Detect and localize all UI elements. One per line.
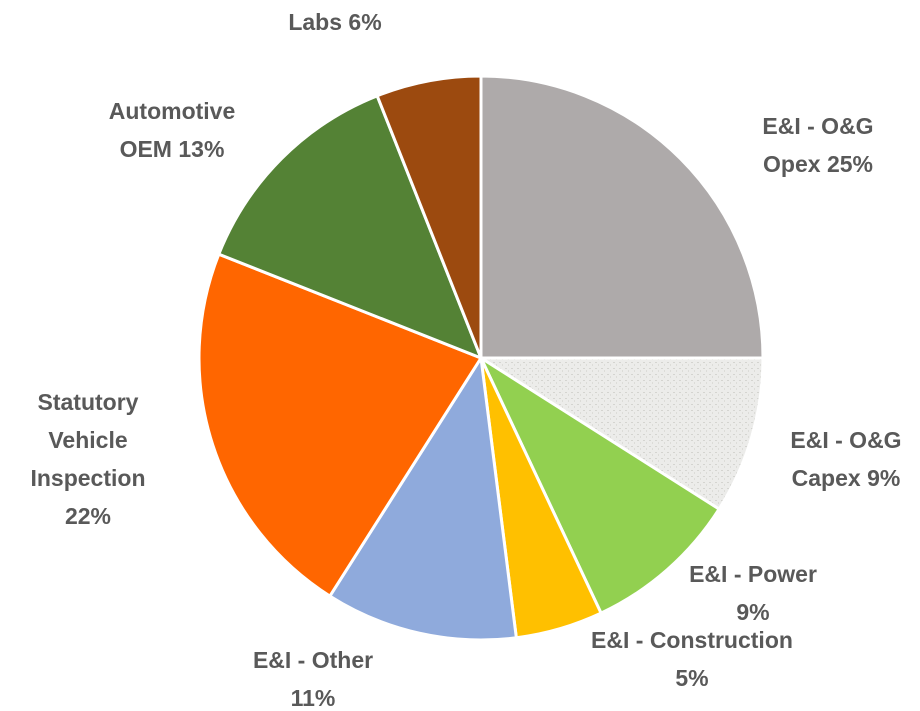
data-label: Labs 6%: [185, 3, 485, 41]
data-label: Automotive OEM 13%: [87, 92, 257, 168]
data-label: E&I - Power 9%: [653, 555, 853, 631]
value-label: 13%: [178, 136, 225, 162]
category-label: E&I - Other: [252, 647, 374, 673]
data-label: E&I - Other 11%: [213, 641, 413, 711]
pie-slice: [475, 356, 765, 512]
pie-slice: [479, 74, 765, 360]
pie-slice: [477, 353, 722, 616]
category-label: E&I - O&G Capex: [790, 427, 902, 491]
category-label: E&I - Power: [689, 561, 817, 587]
category-label: Automotive OEM: [108, 98, 236, 162]
category-label: Statutory Vehicle Inspection: [30, 389, 146, 491]
value-label: 25%: [826, 151, 873, 177]
data-label: E&I - O&G Capex 9%: [776, 421, 916, 497]
value-label: 11%: [290, 685, 336, 711]
category-label: Labs: [288, 9, 343, 35]
value-label: 9%: [867, 465, 901, 491]
data-label: E&I - Construction 5%: [562, 621, 822, 697]
category-label: E&I - O&G Opex: [762, 113, 874, 177]
category-label: E&I - Construction: [591, 627, 793, 653]
pie-slice: [197, 252, 484, 599]
data-label: E&I - O&G Opex 25%: [748, 107, 888, 183]
value-label: 6%: [348, 9, 382, 35]
data-label: Statutory Vehicle Inspection 22%: [18, 383, 158, 535]
value-label: 9%: [736, 599, 770, 625]
value-label: 5%: [675, 665, 709, 691]
pie-slice: [327, 353, 519, 642]
pie-slice: [216, 93, 484, 361]
pie-slice: [375, 74, 483, 359]
value-label: 22%: [64, 503, 112, 529]
